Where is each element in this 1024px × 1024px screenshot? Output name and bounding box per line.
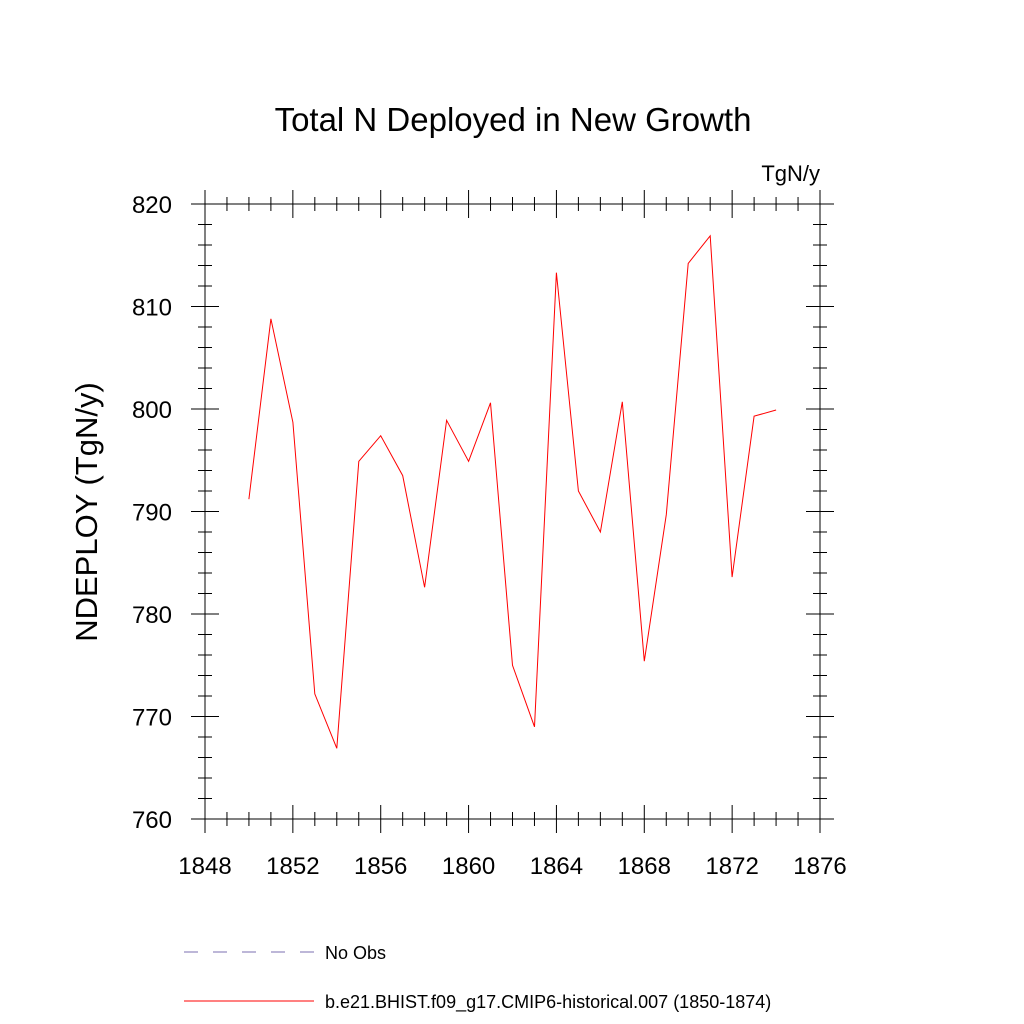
y-tick-label: 800 — [132, 397, 172, 424]
y-tick-label: 780 — [132, 602, 172, 629]
legend: No Obs b.e21.BHIST.f09_g17.CMIP6-historic… — [184, 943, 771, 1013]
legend-label-1: b.e21.BHIST.f09_g17.CMIP6-historical.007… — [325, 992, 771, 1013]
x-tick-label: 1868 — [618, 853, 671, 880]
units-label: TgN/y — [761, 161, 820, 186]
y-axis: 760 770 780 790 800 810 820 — [132, 192, 834, 834]
x-tick-label: 1860 — [442, 853, 495, 880]
y-tick-label: 790 — [132, 500, 172, 527]
minor-ticks — [198, 197, 827, 826]
y-tick-label: 770 — [132, 705, 172, 732]
x-tick-label: 1872 — [705, 853, 758, 880]
series-line-0 — [248, 234, 777, 749]
chart-title: Total N Deployed in New Growth — [275, 101, 752, 138]
y-tick-label: 820 — [132, 192, 172, 219]
x-tick-label: 1856 — [354, 853, 407, 880]
x-tick-label: 1848 — [178, 853, 231, 880]
x-axis: 1848 1852 1856 1860 1864 1868 1872 1876 — [178, 190, 847, 880]
x-tick-label: 1864 — [530, 853, 583, 880]
legend-label-0: No Obs — [325, 943, 386, 963]
y-tick-label: 760 — [132, 807, 172, 834]
y-axis-label: NDEPLOY (TgN/y) — [69, 382, 104, 642]
x-tick-label: 1852 — [266, 853, 319, 880]
x-tick-label: 1876 — [793, 853, 846, 880]
series-layer — [248, 234, 777, 749]
y-tick-label: 810 — [132, 295, 172, 322]
